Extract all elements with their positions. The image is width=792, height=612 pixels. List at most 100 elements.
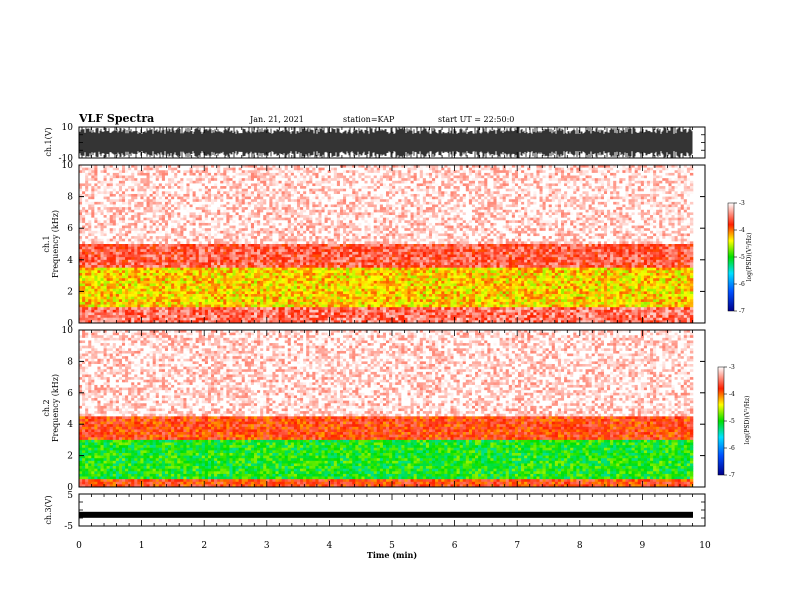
ch1-spectrogram-cell bbox=[653, 173, 656, 176]
ch1-spectrogram-cell bbox=[610, 168, 613, 171]
ch1-spectrogram-cell bbox=[119, 170, 122, 173]
ch1-spectrogram-cell bbox=[398, 176, 401, 179]
ch1-spectrogram-cell bbox=[340, 168, 343, 171]
ch1-spectrogram-cell bbox=[199, 173, 202, 176]
ch1-spectrogram-cell bbox=[312, 173, 315, 176]
ch1-spectrogram-cell bbox=[582, 170, 585, 173]
ch1-spectrogram-cell bbox=[438, 173, 441, 176]
ch1-spectrogram-cell bbox=[398, 170, 401, 173]
ch1-spectrogram-cell bbox=[558, 170, 561, 173]
ch1-spectrogram-cell bbox=[374, 168, 377, 171]
ch1-spectrogram-cell bbox=[334, 168, 337, 171]
ch1-spectrogram-cell bbox=[220, 170, 223, 173]
ch1-spectrogram-cell bbox=[463, 178, 466, 181]
ch1-spectrogram-cell bbox=[134, 170, 137, 173]
ch1-spectrogram-cell bbox=[540, 170, 543, 173]
ch1-spectrogram-cell bbox=[140, 170, 143, 173]
ch1-spectrogram-cell bbox=[131, 178, 134, 181]
ch1-spectrogram-cell bbox=[690, 176, 693, 179]
ch1-spectrogram-cell bbox=[88, 173, 91, 176]
ch1-spectrogram-cell bbox=[616, 168, 619, 171]
ch1-spectrogram-cell bbox=[684, 168, 687, 171]
ch1-spectrogram-cell bbox=[291, 178, 294, 181]
ch1-spectrogram-cell bbox=[478, 178, 481, 181]
ch1-spectrogram-cell bbox=[226, 173, 229, 176]
ch1-spectrogram-cell bbox=[398, 178, 401, 181]
ch1-spectrogram-cell bbox=[242, 170, 245, 173]
ch1-spectrogram-cell bbox=[346, 168, 349, 171]
ch1-spectrogram-cell bbox=[137, 176, 140, 179]
ch1-spectrogram-cell bbox=[423, 168, 426, 171]
ch1-spectrogram-cell bbox=[318, 176, 321, 179]
ch1-spectrogram-cell bbox=[143, 170, 146, 173]
ch1-spectrogram-cell bbox=[193, 170, 196, 173]
ch1-spectrogram-cell bbox=[165, 176, 168, 179]
ch1-spectrogram-cell bbox=[401, 173, 404, 176]
ch1-spectrogram-cell bbox=[113, 168, 116, 171]
ch1-spectrogram-cell bbox=[233, 170, 236, 173]
ch1-spectrogram-cell bbox=[88, 168, 91, 171]
ch1-spectrogram-cell bbox=[202, 168, 205, 171]
ch1-spectrogram-cell bbox=[300, 168, 303, 171]
ch1-spectrogram-cell bbox=[383, 178, 386, 181]
ch1-spectrogram-cell bbox=[165, 173, 168, 176]
ch1-spectrogram-cell bbox=[638, 176, 641, 179]
ch1-spectrogram-cell bbox=[552, 176, 555, 179]
ch1-spectrogram-cell bbox=[582, 176, 585, 179]
ch1-spectrogram-cell bbox=[469, 170, 472, 173]
ch1-spectrogram-cell bbox=[530, 173, 533, 176]
ch1-spectrogram-cell bbox=[236, 170, 239, 173]
ch1-spectrogram-cell bbox=[257, 168, 260, 171]
ch1-spectrogram-cell bbox=[168, 178, 171, 181]
ch1-spectrogram-cell bbox=[549, 176, 552, 179]
ch1-spectrogram-cell bbox=[85, 168, 88, 171]
ch1-spectrogram-cell bbox=[79, 176, 82, 179]
ch1-spectrogram-cell bbox=[239, 178, 242, 181]
ch1-spectrogram-cell bbox=[460, 170, 463, 173]
ch1-spectrogram-cell bbox=[312, 168, 315, 171]
ch1-spectrogram-cell bbox=[196, 173, 199, 176]
ch1-spectrogram-cell bbox=[450, 173, 453, 176]
ch1-spectrogram-cell bbox=[518, 176, 521, 179]
ch1-spectrogram-cell bbox=[233, 178, 236, 181]
ch1-spectrogram-cell bbox=[441, 173, 444, 176]
ch1-spectrogram-cell bbox=[414, 178, 417, 181]
ch1-spectrogram-cell bbox=[239, 168, 242, 171]
ch1-spectrogram-cell bbox=[592, 168, 595, 171]
ch1-spectrogram-cell bbox=[555, 173, 558, 176]
ch1-spectrogram-cell bbox=[140, 178, 143, 181]
ch1-spectrogram-cell bbox=[665, 173, 668, 176]
ch1-spectrogram-cell bbox=[107, 170, 110, 173]
ch1-spectrogram-cell bbox=[226, 168, 229, 171]
ch1-spectrogram-cell bbox=[595, 173, 598, 176]
ch1-spectrogram-cell bbox=[506, 170, 509, 173]
ch1-spectrogram-cell bbox=[610, 176, 613, 179]
ch1-spectrogram-cell bbox=[269, 178, 272, 181]
ch1-spectrogram-cell bbox=[183, 173, 186, 176]
ch1-spectrogram-cell bbox=[349, 168, 352, 171]
ch1-spectrogram-cell bbox=[377, 178, 380, 181]
ch1-spectrogram-cell bbox=[374, 178, 377, 181]
ch1-spectrogram-cell bbox=[589, 176, 592, 179]
ch1-spectrogram-cell bbox=[251, 176, 254, 179]
ch1-spectrogram-cell bbox=[183, 178, 186, 181]
ch1-spectrogram-cell bbox=[432, 170, 435, 173]
ch1-spectrogram-cell bbox=[684, 170, 687, 173]
ch1-spectrogram-cell bbox=[411, 168, 414, 171]
ch1-spectrogram-cell bbox=[487, 178, 490, 181]
ch1-spectrogram-cell bbox=[497, 176, 500, 179]
ch1-spectrogram-cell bbox=[386, 178, 389, 181]
ch1-spectrogram-cell bbox=[331, 168, 334, 171]
ch1-spectrogram-cell bbox=[79, 173, 82, 176]
ch1-spectrogram-cell bbox=[245, 176, 248, 179]
ch1-spectrogram-cell bbox=[306, 176, 309, 179]
ch1-spectrogram-cell bbox=[315, 173, 318, 176]
ch1-spectrogram-cell bbox=[309, 168, 312, 171]
ch1-spectrogram-cell bbox=[196, 170, 199, 173]
ch1-spectrogram-cell bbox=[675, 173, 678, 176]
ch1-spectrogram-cell bbox=[137, 170, 140, 173]
ch1-spectrogram-cell bbox=[349, 170, 352, 173]
ch1-spectrogram-cell bbox=[233, 173, 236, 176]
ch1-spectrogram-cell bbox=[684, 176, 687, 179]
ch1-spectrogram-cell bbox=[186, 168, 189, 171]
